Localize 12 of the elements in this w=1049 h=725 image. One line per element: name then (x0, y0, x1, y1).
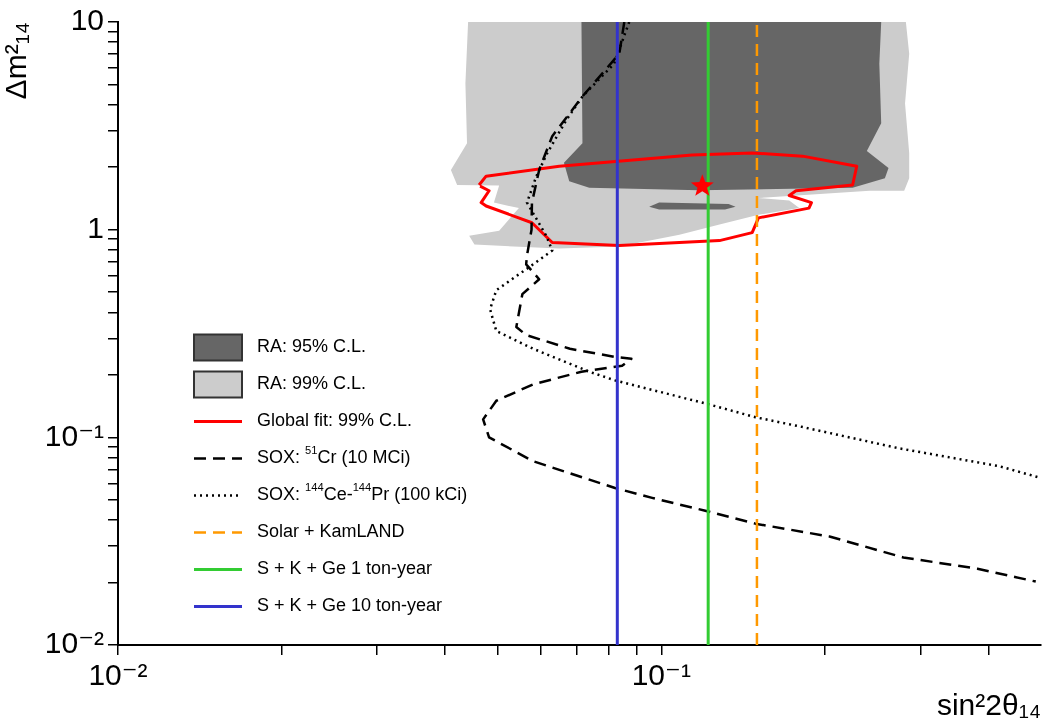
y-axis-title: Δm²₁₄ (0, 22, 33, 100)
legend-label: RA: 99% C.L. (257, 373, 367, 394)
legend-label: S + K + Ge 1 ton-year (257, 558, 433, 579)
y-tick-label: 10⁻² (44, 626, 104, 660)
y-tick-label: 1 (87, 210, 104, 244)
legend-label: RA: 95% C.L. (257, 336, 367, 357)
legend-label: Global fit: 99% C.L. (257, 410, 413, 431)
y-tick-label: 10 (70, 3, 104, 37)
legend-label: Solar + KamLAND (257, 521, 405, 542)
y-tick-label: 10⁻¹ (44, 418, 104, 452)
x-axis-title: sin²2θ₁₄ (936, 688, 1041, 722)
legend-label: S + K + Ge 10 ton-year (257, 595, 443, 616)
